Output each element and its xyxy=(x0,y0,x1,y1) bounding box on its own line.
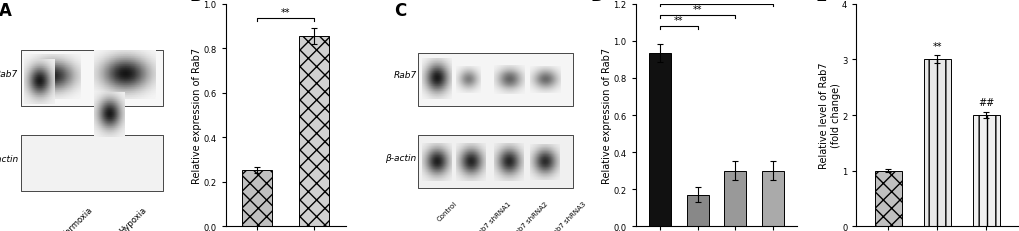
Bar xyxy=(686,195,708,226)
Text: A: A xyxy=(0,2,11,20)
Text: **: ** xyxy=(280,8,290,18)
Y-axis label: Relative expression of Rab7: Relative expression of Rab7 xyxy=(192,48,202,183)
Text: **: ** xyxy=(931,42,941,52)
Bar xyxy=(21,51,163,107)
Text: Rab7: Rab7 xyxy=(0,70,18,79)
Text: β-actin: β-actin xyxy=(385,153,417,162)
Text: C: C xyxy=(394,2,407,20)
Text: **: ** xyxy=(692,5,702,15)
Text: Rab7 shRNA3: Rab7 shRNA3 xyxy=(548,200,586,231)
Text: Rab7 shRNA1: Rab7 shRNA1 xyxy=(474,200,512,231)
Text: Hypoxia: Hypoxia xyxy=(118,204,149,231)
Text: B: B xyxy=(190,0,202,5)
Bar xyxy=(418,53,573,107)
Bar xyxy=(874,171,901,226)
Text: Rab7 shRNA2: Rab7 shRNA2 xyxy=(511,200,548,231)
Y-axis label: Relative level of Rab7
(fold change): Relative level of Rab7 (fold change) xyxy=(818,62,840,169)
Y-axis label: Relative expression of Rab7: Relative expression of Rab7 xyxy=(601,48,611,183)
Bar xyxy=(923,60,950,226)
Bar xyxy=(21,135,163,191)
Bar xyxy=(649,54,671,226)
Text: **: ** xyxy=(711,0,720,4)
Text: Rab7: Rab7 xyxy=(393,71,417,80)
Text: Control: Control xyxy=(436,200,459,222)
Text: Normoxia: Normoxia xyxy=(59,204,94,231)
Bar xyxy=(418,135,573,189)
Bar xyxy=(243,170,272,226)
Text: D: D xyxy=(590,0,603,5)
Text: **: ** xyxy=(674,16,683,26)
Bar xyxy=(723,171,746,226)
Text: E: E xyxy=(815,0,826,5)
Text: β-actin: β-actin xyxy=(0,154,18,163)
Bar xyxy=(761,171,783,226)
Bar xyxy=(972,116,999,226)
Text: ##: ## xyxy=(977,97,994,107)
Bar xyxy=(300,37,329,226)
